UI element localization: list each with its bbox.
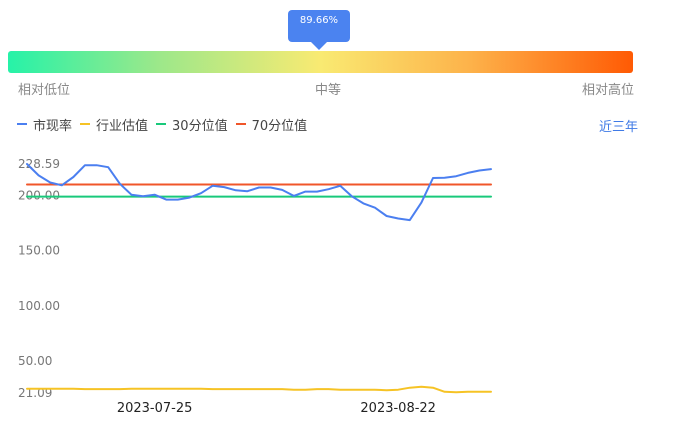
legend-item-pcf[interactable]: 市现率: [17, 115, 72, 134]
legend-swatch: [17, 123, 27, 125]
x-tick-label: 2023-07-25: [117, 401, 193, 416]
legend-label: 行业估值: [96, 118, 149, 134]
y-tick-label: 200.00: [18, 189, 60, 203]
y-tick-label: 228.59: [18, 157, 60, 171]
y-tick-label: 50.00: [18, 354, 52, 368]
legend-item-industry[interactable]: 行业估值: [80, 115, 148, 134]
y-tick-label: 100.00: [18, 299, 60, 313]
time-range-selector[interactable]: 近三年: [599, 120, 639, 135]
legend-label: 70分位值: [251, 118, 308, 134]
percentile-gauge-bar: [8, 51, 633, 73]
series-line-industry: [26, 385, 492, 394]
percentile-tooltip: 89.66%: [288, 10, 350, 50]
x-tick-label: 2023-08-22: [360, 401, 436, 416]
gauge-high-label: 相对高位: [582, 83, 635, 98]
legend-label: 市现率: [33, 118, 73, 134]
gauge-mid-label: 中等: [315, 83, 342, 98]
chart-legend: 市现率 行业估值 30分位值 70分位值: [17, 115, 315, 134]
legend-item-p30[interactable]: 30分位值: [156, 115, 228, 134]
legend-swatch: [80, 123, 91, 125]
gauge-low-label: 相对低位: [18, 83, 71, 98]
legend-swatch: [235, 123, 246, 125]
y-tick-label: 150.00: [18, 244, 60, 258]
series-line-pcf: [26, 163, 492, 222]
legend-swatch: [156, 123, 167, 125]
legend-item-p70[interactable]: 70分位值: [235, 115, 308, 134]
legend-label: 30分位值: [172, 118, 228, 134]
